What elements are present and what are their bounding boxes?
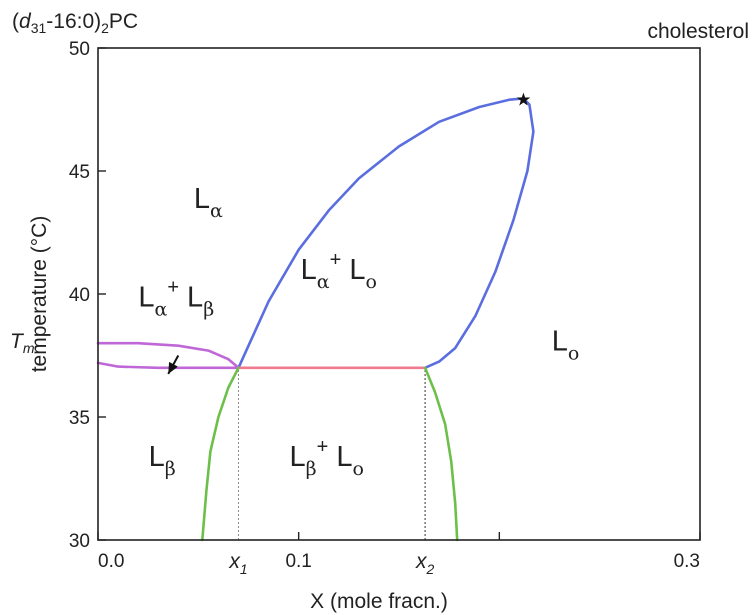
tm-label-text: T [10,330,25,353]
region-label-3: Lα+ Lβ [138,276,214,320]
x-axis-title: X (mole fracn.) [310,590,448,613]
region-label-main2: L [179,281,203,313]
x-marker-subscript: 1 [240,561,248,577]
region-label-main: L [552,326,568,358]
region-label-main: L [194,183,210,215]
region-label-main: L [138,281,154,313]
tm-label: Tm [10,330,35,356]
annotation-arrow-head [168,361,178,374]
region-label-subscript2: β [203,298,214,320]
region-label-subscript: α [317,271,330,293]
x-marker-text: x [415,550,428,573]
region-label-subscript: α [154,298,167,320]
chart-title-middle: -16:0) [46,10,101,33]
region-label-main: L [290,441,306,473]
region-label-main2: L [328,441,352,473]
region-label-subscript: o [568,343,579,365]
chart-title: (d31-16:0)2PC [12,10,138,36]
x-tick-label-3: 0.3 [674,551,700,572]
region-label-plus: + [330,249,342,271]
y-tick-label-50: 50 [69,39,90,60]
chart-title-italic: d [19,10,32,33]
region-label-1: Lα [194,183,223,222]
region-label-main: L [149,441,165,473]
region-label-subscript2: o [353,458,364,480]
phase-boundary-1 [237,97,535,370]
region-label-subscript2: o [366,271,377,293]
region-label-subscript: β [306,458,317,480]
y-tick-label-30: 30 [69,531,90,552]
x-marker-2: x2 [415,550,435,577]
region-label-main2: L [341,254,365,286]
chart-title-sub: 31 [31,20,47,36]
phase-boundary-4 [201,366,240,542]
chart-title-suffix: PC [109,10,138,33]
region-label-2: Lα+ Lo [301,249,377,293]
region-label-subscript: α [210,200,223,222]
x-marker-text: x [228,550,241,573]
y-axis-title: temperature (°C) [28,216,51,373]
region-label-5: Lβ [149,441,176,480]
region-label-plus: + [317,436,329,458]
x-marker-1: x1 [228,550,247,577]
tm-label-subscript: m [23,340,35,356]
phase-boundary-2 [96,341,240,370]
region-label-subscript: β [165,458,176,480]
x-tick-label-1: 0.1 [285,551,311,572]
chart-title-sub2: 2 [101,20,109,36]
chart-title-prefix: ( [12,10,19,33]
y-tick-label-40: 40 [69,285,90,306]
region-label-6: Lβ+ Lo [290,436,364,480]
y-tick-label-45: 45 [69,162,90,183]
y-tick-label-35: 35 [69,408,90,429]
region-label-main: L [301,254,317,286]
x-tick-label-0: 0.0 [98,551,124,572]
x-marker-subscript: 2 [425,561,434,577]
phase-boundary-5 [423,366,459,542]
region-label-4: Lo [552,326,580,365]
region-label-plus: + [167,276,179,298]
star-marker: ★ [515,89,531,109]
right-corner-label: cholesterol [647,20,749,43]
